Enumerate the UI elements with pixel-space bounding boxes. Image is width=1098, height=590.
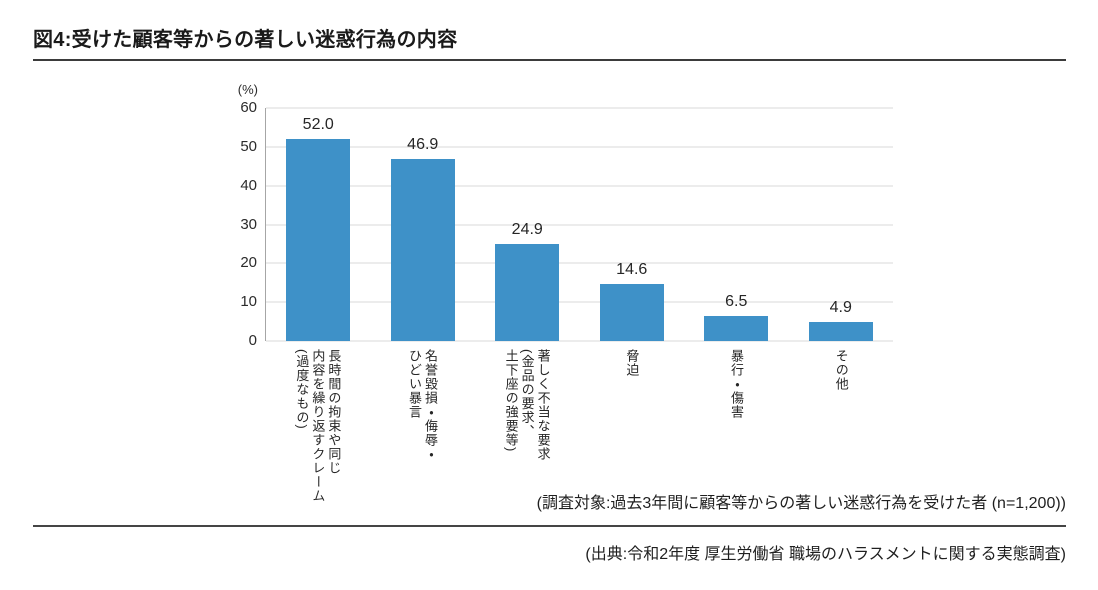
bar-value-label: 46.9 <box>407 135 439 153</box>
bar <box>390 158 455 341</box>
bar-group: 4.9 <box>789 108 894 341</box>
gridline <box>266 146 893 148</box>
bars: 52.0 46.9 24.9 14.6 6.5 4.9 <box>266 108 893 341</box>
title-divider <box>33 59 1066 61</box>
category-label: 名誉毀損・侮辱・ ひどい暴言 <box>407 349 438 461</box>
y-tick-label: 50 <box>240 137 257 155</box>
category-label: 長時間の拘束や同じ 内容を繰り返すクレーム (過度なもの) <box>294 349 342 503</box>
category-slot: その他 <box>788 349 893 519</box>
category-labels: 長時間の拘束や同じ 内容を繰り返すクレーム (過度なもの) 名誉毀損・侮辱・ ひど… <box>265 349 893 519</box>
gridlines <box>266 107 893 342</box>
bar-value-label: 6.5 <box>725 292 748 310</box>
bar-group: 24.9 <box>475 108 580 341</box>
bottom-divider <box>33 525 1066 527</box>
source-note: (出典:令和2年度 厚生労働省 職場のハラスメントに関する実態調査) <box>585 546 1066 563</box>
y-tick-label: 30 <box>240 215 257 233</box>
bar-group: 6.5 <box>684 108 789 341</box>
gridline <box>266 301 893 303</box>
gridline <box>266 340 893 342</box>
y-axis-unit-label: (%) <box>237 82 258 97</box>
category-label: その他 <box>833 349 849 391</box>
y-tick-label: 0 <box>248 332 257 349</box>
gridline <box>266 262 893 264</box>
category-label: 暴行・傷害 <box>729 349 745 419</box>
bar <box>704 315 769 341</box>
category-slot: 著しく不当な要求 (金品の要求、 土下座の強要等) <box>474 349 579 519</box>
bar <box>286 139 351 341</box>
bar <box>495 244 560 341</box>
category-slot: 名誉毀損・侮辱・ ひどい暴言 <box>370 349 475 519</box>
y-tick-label: 60 <box>240 99 257 116</box>
category-label: 脅迫 <box>624 349 640 377</box>
gridline <box>266 224 893 225</box>
gridline <box>266 185 893 187</box>
category-label: 著しく不当な要求 (金品の要求、 土下座の強要等) <box>503 349 551 461</box>
bar-group: 46.9 <box>371 108 476 341</box>
survey-note: (調査対象:過去3年間に顧客等からの著しい迷惑行為を受けた者 (n=1,200)… <box>536 495 1066 512</box>
figure-title: 図4:受けた顧客等からの著しい迷惑行為の内容 <box>33 29 458 51</box>
category-slot: 暴行・傷害 <box>684 349 789 519</box>
bar-value-label: 14.6 <box>616 261 648 279</box>
gridline <box>266 107 893 109</box>
plot-area: 52.0 46.9 24.9 14.6 6.5 4.9 <box>265 107 893 342</box>
bar <box>808 321 873 341</box>
y-tick-label: 40 <box>240 176 257 194</box>
y-tick-label: 20 <box>240 254 257 272</box>
bar-group: 52.0 <box>266 108 371 341</box>
bar-group: 14.6 <box>580 108 685 341</box>
y-tick-label: 10 <box>240 293 257 311</box>
bar-value-label: 24.9 <box>511 221 543 239</box>
bar-value-label: 52.0 <box>302 116 334 134</box>
y-axis-ticks: 0 10 20 30 40 50 60 <box>150 100 257 349</box>
category-slot: 長時間の拘束や同じ 内容を繰り返すクレーム (過度なもの) <box>265 349 370 519</box>
bar <box>599 284 664 341</box>
bar-value-label: 4.9 <box>829 298 852 316</box>
category-slot: 脅迫 <box>579 349 684 519</box>
